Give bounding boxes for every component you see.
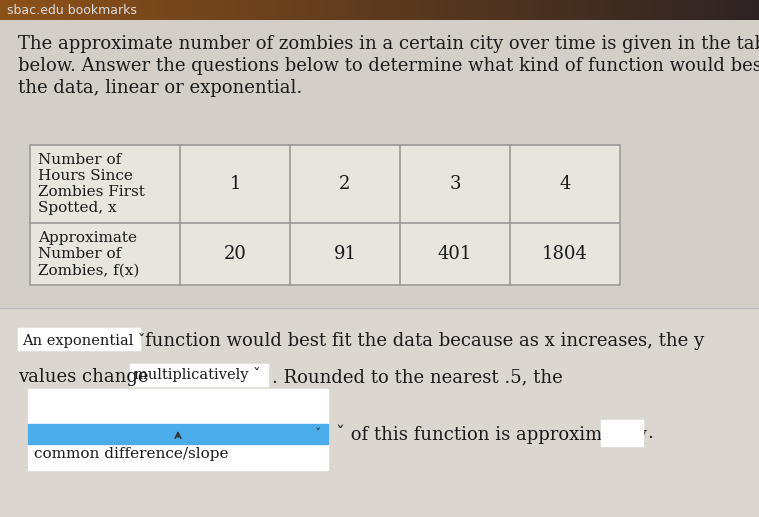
- Text: 1804: 1804: [542, 245, 588, 263]
- Text: 91: 91: [333, 245, 357, 263]
- Text: sbac.edu bookmarks: sbac.edu bookmarks: [7, 4, 137, 17]
- Text: Number of
Hours Since
Zombies First
Spotted, x: Number of Hours Since Zombies First Spot…: [38, 153, 145, 215]
- Text: The approximate number of zombies in a certain city over time is given in the ta: The approximate number of zombies in a c…: [18, 35, 759, 53]
- Text: Approximate
Number of
Zombies, f(x): Approximate Number of Zombies, f(x): [38, 231, 140, 277]
- Text: below. Answer the questions below to determine what kind of function would best : below. Answer the questions below to det…: [18, 57, 759, 75]
- Text: 401: 401: [438, 245, 472, 263]
- Bar: [30, 145, 620, 285]
- Text: An exponential ˇ: An exponential ˇ: [22, 333, 146, 348]
- Text: .: .: [647, 424, 653, 442]
- Text: common difference/slope: common difference/slope: [34, 447, 228, 461]
- Bar: [30, 145, 620, 285]
- Bar: [601, 420, 643, 446]
- Text: multiplicatively ˇ: multiplicatively ˇ: [134, 368, 260, 383]
- Bar: [28, 424, 328, 444]
- Text: 4: 4: [559, 175, 571, 193]
- Bar: [0, 308, 759, 517]
- Text: 3: 3: [449, 175, 461, 193]
- Text: values change: values change: [18, 368, 154, 386]
- Bar: [18, 328, 140, 350]
- Text: ˇ of this function is approximately: ˇ of this function is approximately: [336, 424, 647, 444]
- Text: . Rounded to the nearest .5, the: . Rounded to the nearest .5, the: [272, 368, 562, 386]
- Bar: [130, 364, 268, 386]
- Text: function would best fit the data because as x increases, the y: function would best fit the data because…: [145, 332, 704, 350]
- Text: 20: 20: [224, 245, 247, 263]
- Text: 2: 2: [339, 175, 351, 193]
- Bar: [28, 389, 328, 470]
- Text: the data, linear or exponential.: the data, linear or exponential.: [18, 79, 302, 97]
- Text: 1: 1: [229, 175, 241, 193]
- Text: ˇ: ˇ: [315, 428, 321, 440]
